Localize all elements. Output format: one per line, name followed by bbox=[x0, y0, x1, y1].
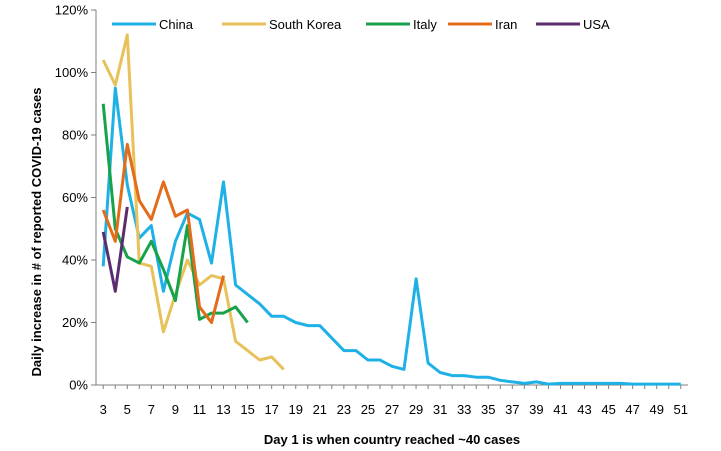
x-tick-label: 21 bbox=[313, 402, 327, 417]
x-tick-label: 29 bbox=[409, 402, 423, 417]
x-tick-label: 3 bbox=[100, 402, 107, 417]
series-lines bbox=[101, 33, 681, 386]
x-tick-label: 43 bbox=[577, 402, 591, 417]
legend: China South Korea Italy Iran USA bbox=[112, 17, 610, 32]
x-tick-label: 31 bbox=[433, 402, 447, 417]
legend-label-usa: USA bbox=[583, 17, 610, 32]
x-tick-label: 51 bbox=[674, 402, 688, 417]
x-tick-label: 25 bbox=[361, 402, 375, 417]
x-tick-label: 27 bbox=[385, 402, 399, 417]
x-tick-label: 33 bbox=[457, 402, 471, 417]
x-tick-label: 37 bbox=[505, 402, 519, 417]
x-tick-label: 19 bbox=[289, 402, 303, 417]
y-tick-label: 20% bbox=[62, 315, 88, 330]
axes bbox=[95, 10, 688, 386]
x-tick-label: 5 bbox=[124, 402, 131, 417]
x-tick-label: 39 bbox=[529, 402, 543, 417]
series-line-usa bbox=[101, 206, 129, 293]
y-tick-label: 0% bbox=[69, 378, 88, 393]
x-tick-label: 47 bbox=[625, 402, 639, 417]
legend-label-iran: Iran bbox=[495, 17, 517, 32]
y-tick-label: 120% bbox=[55, 3, 89, 18]
series-line-italy bbox=[101, 103, 249, 324]
y-tick-label: 40% bbox=[62, 253, 88, 268]
x-tick-label: 17 bbox=[264, 402, 278, 417]
series-line-china bbox=[101, 86, 681, 386]
y-tick-label: 80% bbox=[62, 128, 88, 143]
x-tick-label: 41 bbox=[553, 402, 567, 417]
y-tick-label: 60% bbox=[62, 190, 88, 205]
x-tick-label: 23 bbox=[337, 402, 351, 417]
y-axis-title: Daily increase in # of reported COVID-19… bbox=[29, 87, 44, 376]
x-tick-label: 49 bbox=[649, 402, 663, 417]
y-tick-label: 100% bbox=[55, 65, 89, 80]
x-tick-label: 15 bbox=[240, 402, 254, 417]
legend-label-italy: Italy bbox=[413, 17, 437, 32]
x-tick-label: 35 bbox=[481, 402, 495, 417]
series-line-iran bbox=[101, 142, 225, 324]
x-tick-label: 45 bbox=[601, 402, 615, 417]
x-tick-label: 11 bbox=[193, 402, 207, 417]
legend-label-south-korea: South Korea bbox=[269, 17, 342, 32]
legend-label-china: China bbox=[159, 17, 194, 32]
x-axis-title: Day 1 is when country reached ~40 cases bbox=[264, 432, 520, 447]
y-ticks: 0% 20% 40% 60% 80% 100% 120% bbox=[55, 3, 96, 393]
x-tick-label: 9 bbox=[172, 402, 179, 417]
x-ticks: 3 5 7 9 11 13 15 17 19 21 23 25 27 29 31 33 35 37 39 41 43 45… bbox=[100, 385, 688, 417]
x-tick-label: 7 bbox=[148, 402, 155, 417]
x-tick-label: 13 bbox=[216, 402, 230, 417]
